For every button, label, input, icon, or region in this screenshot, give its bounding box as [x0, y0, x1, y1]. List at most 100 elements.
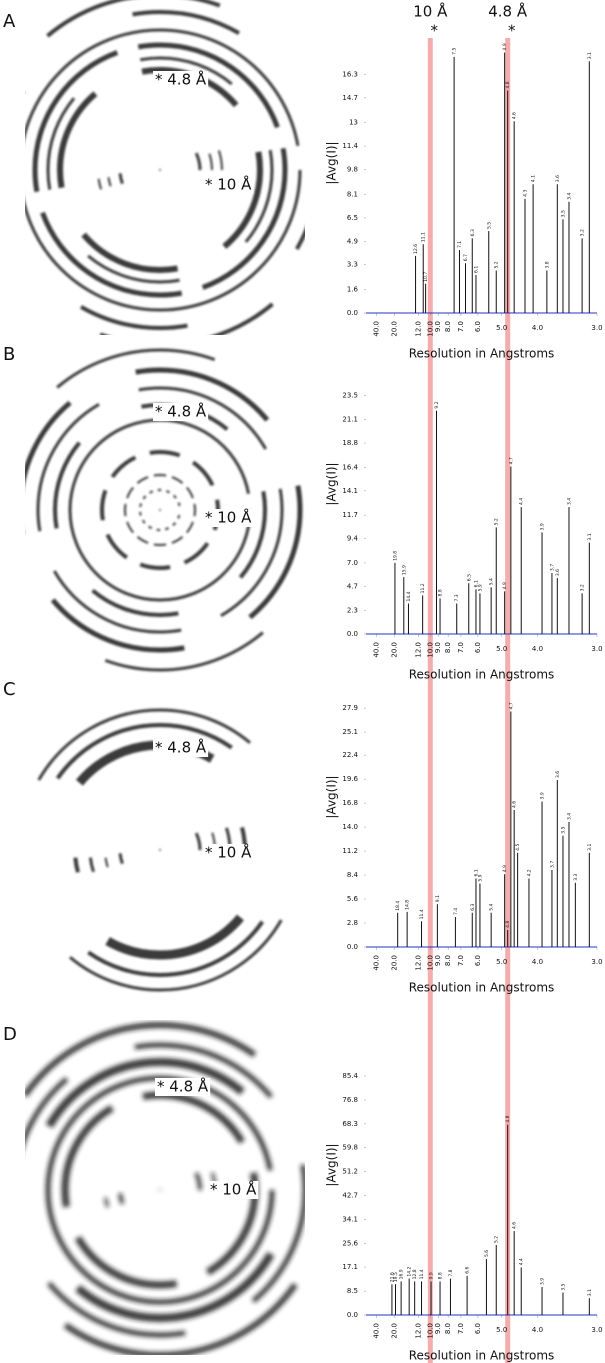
peak-label: 4.2 — [526, 869, 532, 876]
x-tick-label: 4.0 — [532, 645, 543, 653]
diffraction-ring — [25, 1022, 305, 1355]
diffraction-ring — [25, 28, 302, 312]
y-tick-label: 0.0 — [347, 630, 358, 638]
y-tick-label: 3.3 — [347, 261, 358, 269]
y-tick-label: 27.9 — [342, 704, 358, 712]
reference-label: 4.8 Å — [488, 2, 528, 21]
ring-label: * 4.8 Å — [155, 70, 207, 89]
peak-label: 7.5 — [452, 48, 458, 55]
peak-label: 3.8 — [544, 261, 550, 268]
peak-label: 6.6 — [465, 1267, 471, 1274]
x-tick-label: 20.0 — [391, 1323, 399, 1339]
peak-label: 16.9 — [399, 1269, 405, 1279]
diffraction-ring — [97, 107, 223, 233]
peak-label: 4.8 — [505, 1115, 511, 1122]
peak-label: 21.6 — [389, 1272, 395, 1282]
peak-label: 6.7 — [463, 254, 469, 261]
x-tick-label: 9.0 — [434, 955, 442, 966]
diffraction-ring — [25, 367, 303, 653]
y-tick-label: 7.0 — [347, 559, 358, 567]
peak-label: 10.7 — [423, 272, 429, 282]
peak-label: 5.9 — [477, 874, 483, 881]
diffraction-ring — [25, 348, 305, 672]
peak-label: 3.6 — [555, 771, 561, 778]
label-background — [153, 71, 209, 89]
peak-label: 3.1 — [587, 1289, 593, 1296]
y-tick-label: 16.3 — [342, 70, 358, 78]
peak-label: 3.1 — [587, 844, 593, 851]
x-tick-label: 5.0 — [496, 324, 507, 332]
x-axis-title: Resolution in Angstroms — [409, 668, 555, 682]
y-tick-label: 2.3 — [347, 607, 358, 615]
x-tick-label: 40.0 — [373, 321, 381, 337]
peak-label: 4.4 — [519, 1258, 525, 1265]
y-tick-label: 25.6 — [342, 1239, 358, 1247]
x-tick-label: 4.0 — [532, 324, 543, 332]
y-tick-label: 19.6 — [342, 775, 358, 783]
y-axis-title: |Avg(I)| — [325, 775, 339, 818]
ring-label: * 10 Å — [205, 175, 252, 194]
beam-center — [158, 508, 162, 512]
peak-label: 9.1 — [435, 895, 441, 902]
y-tick-label: 16.8 — [342, 799, 358, 807]
x-tick-label: 4.0 — [532, 958, 543, 966]
peak-label: 7.4 — [453, 908, 459, 915]
ring-label: * 10 Å — [210, 1180, 257, 1199]
y-tick-label: 18.8 — [342, 439, 358, 447]
peak-label: 9.2 — [434, 401, 440, 408]
beam-center — [158, 1188, 162, 1192]
y-tick-label: 4.7 — [347, 582, 358, 590]
peak-label: 3.5 — [560, 210, 566, 217]
y-tick-label: 2.8 — [347, 919, 358, 927]
y-axis-title: |Avg(I)| — [325, 462, 339, 505]
reference-line — [505, 38, 511, 1363]
x-tick-label: 3.0 — [591, 1326, 602, 1334]
x-tick-label: 12.0 — [414, 955, 422, 971]
y-tick-label: 59.8 — [342, 1144, 358, 1152]
x-tick-label: 5.0 — [496, 958, 507, 966]
x-tick-label: 5.0 — [496, 1326, 507, 1334]
peak-label: 4.8 — [505, 921, 511, 928]
y-tick-label: 8.1 — [347, 190, 358, 198]
chart: 0.0 2.8 5.6 8.4 11.2 14.0 16.8 19.6 22.4 25.1 27.9… — [325, 702, 603, 994]
peak-label: 5.2 — [494, 518, 500, 525]
x-tick-label: 4.0 — [532, 1326, 543, 1334]
peak-label: 11.4 — [419, 909, 425, 919]
y-tick-label: 11.7 — [342, 511, 358, 519]
diffraction-ring — [118, 808, 202, 892]
peak-label: 19.5 — [393, 1272, 399, 1282]
peak-label: 7.8 — [448, 1269, 454, 1276]
y-tick-label: 68.3 — [342, 1120, 358, 1128]
y-tick-label: 11.4 — [342, 142, 358, 150]
beam-center — [158, 848, 162, 852]
y-tick-label: 51.2 — [342, 1168, 358, 1176]
x-tick-label: 20.0 — [391, 642, 399, 658]
y-tick-label: 4.9 — [347, 237, 358, 245]
x-tick-label: 8.0 — [444, 1323, 452, 1334]
label-background — [155, 1078, 211, 1096]
y-tick-label: 13 — [349, 119, 358, 127]
x-tick-label: 12.0 — [414, 1323, 422, 1339]
peak-label: 4.6 — [512, 112, 518, 119]
y-tick-label: 1.6 — [347, 286, 359, 294]
panel-letter: B — [3, 344, 15, 365]
x-tick-label: 5.0 — [496, 645, 507, 653]
y-tick-label: 76.8 — [342, 1096, 358, 1104]
x-tick-label: 8.0 — [444, 955, 452, 966]
y-tick-label: 14.1 — [342, 487, 358, 495]
ring-label: * 10 Å — [205, 508, 252, 527]
peak-label: 14.8 — [405, 900, 411, 910]
y-tick-label: 5.6 — [347, 895, 359, 903]
y-tick-label: 14.7 — [342, 94, 358, 102]
label-background — [153, 739, 209, 757]
peak-label: 4.6 — [512, 801, 518, 808]
peak-label: 5.4 — [489, 578, 495, 585]
peak-label: 5.2 — [494, 1236, 500, 1243]
y-tick-label: 16.4 — [342, 463, 358, 471]
diffraction-ring — [25, 708, 302, 992]
x-tick-label: 10.0 — [426, 321, 434, 337]
peak-label: 3.5 — [560, 1283, 566, 1290]
x-tick-label: 9.0 — [434, 1323, 442, 1334]
y-tick-label: 85.4 — [342, 1072, 358, 1080]
peak-label: 3.3 — [573, 873, 579, 880]
